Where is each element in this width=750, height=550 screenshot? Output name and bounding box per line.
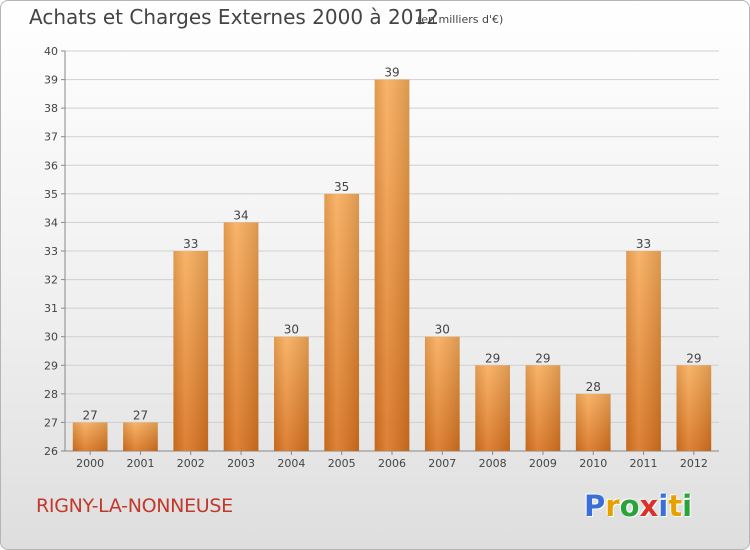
x-tick-label: 2004 — [277, 457, 305, 470]
y-tick-label: 36 — [44, 159, 58, 172]
bar-shading — [72, 422, 108, 451]
bar-shading — [575, 393, 611, 451]
bar-shading — [324, 193, 360, 451]
chart-subtitle: (en milliers d'€) — [417, 13, 504, 26]
y-tick-label: 30 — [44, 331, 58, 344]
bar-shading — [525, 365, 561, 451]
x-tick-label: 2001 — [126, 457, 154, 470]
bar-shading — [274, 336, 309, 451]
y-tick-label: 37 — [44, 131, 58, 144]
bar-value-label: 39 — [384, 66, 399, 80]
proxiti-logo: Proxiti — [584, 489, 692, 523]
logo-letter: x — [639, 489, 659, 523]
bar-shading — [173, 251, 209, 451]
x-tick-label: 2011 — [630, 457, 658, 470]
y-tick-label: 29 — [44, 359, 58, 372]
bar-value-label: 34 — [233, 208, 248, 222]
x-tick-label: 2003 — [227, 457, 255, 470]
x-tick-label: 2002 — [177, 457, 205, 470]
y-tick-label: 28 — [44, 388, 58, 401]
logo-letter: i — [658, 489, 669, 523]
y-tick-label: 33 — [44, 245, 58, 258]
y-tick-label: 31 — [44, 302, 58, 315]
logo-letter: i — [682, 489, 693, 523]
bar-value-label: 30 — [284, 323, 299, 337]
bar-shading — [123, 422, 158, 451]
x-tick-label: 2006 — [378, 457, 406, 470]
logo-letter: o — [619, 489, 640, 523]
y-tick-label: 34 — [44, 216, 58, 229]
x-tick-label: 2005 — [328, 457, 356, 470]
y-tick-label: 26 — [44, 445, 58, 458]
bar-shading — [223, 222, 259, 451]
bar-shading — [475, 365, 510, 451]
y-tick-label: 35 — [44, 188, 58, 201]
chart-title: Achats et Charges Externes 2000 à 2012 — [29, 5, 439, 29]
bar-value-label: 27 — [83, 408, 98, 422]
bar-value-label: 33 — [183, 237, 198, 251]
commune-name: RIGNY-LA-NONNEUSE — [36, 495, 233, 517]
x-tick-label: 2010 — [579, 457, 607, 470]
x-tick-label: 2007 — [428, 457, 456, 470]
bar-value-label: 29 — [535, 351, 550, 365]
bar-value-label: 33 — [636, 237, 651, 251]
logo-letter: t — [668, 489, 683, 523]
bar-value-label: 29 — [485, 351, 500, 365]
bar-value-label: 30 — [435, 323, 450, 337]
logo-letter: P — [584, 489, 606, 523]
logo-letter: r — [605, 489, 620, 523]
bar-value-label: 29 — [686, 351, 701, 365]
y-tick-label: 27 — [44, 416, 58, 429]
y-tick-label: 38 — [44, 102, 58, 115]
x-tick-label: 2008 — [479, 457, 507, 470]
x-tick-label: 2012 — [680, 457, 708, 470]
x-tick-label: 2000 — [76, 457, 104, 470]
bar-shading — [374, 79, 410, 452]
bar-value-label: 35 — [334, 180, 349, 194]
y-tick-label: 32 — [44, 274, 58, 287]
bar-value-label: 28 — [586, 380, 601, 394]
bar-shading — [676, 365, 712, 451]
y-tick-label: 40 — [44, 45, 58, 58]
x-tick-label: 2009 — [529, 457, 557, 470]
y-tick-label: 39 — [44, 74, 58, 87]
bar-value-label: 27 — [133, 408, 148, 422]
bar-shading — [626, 251, 661, 451]
bar-shading — [424, 336, 460, 451]
